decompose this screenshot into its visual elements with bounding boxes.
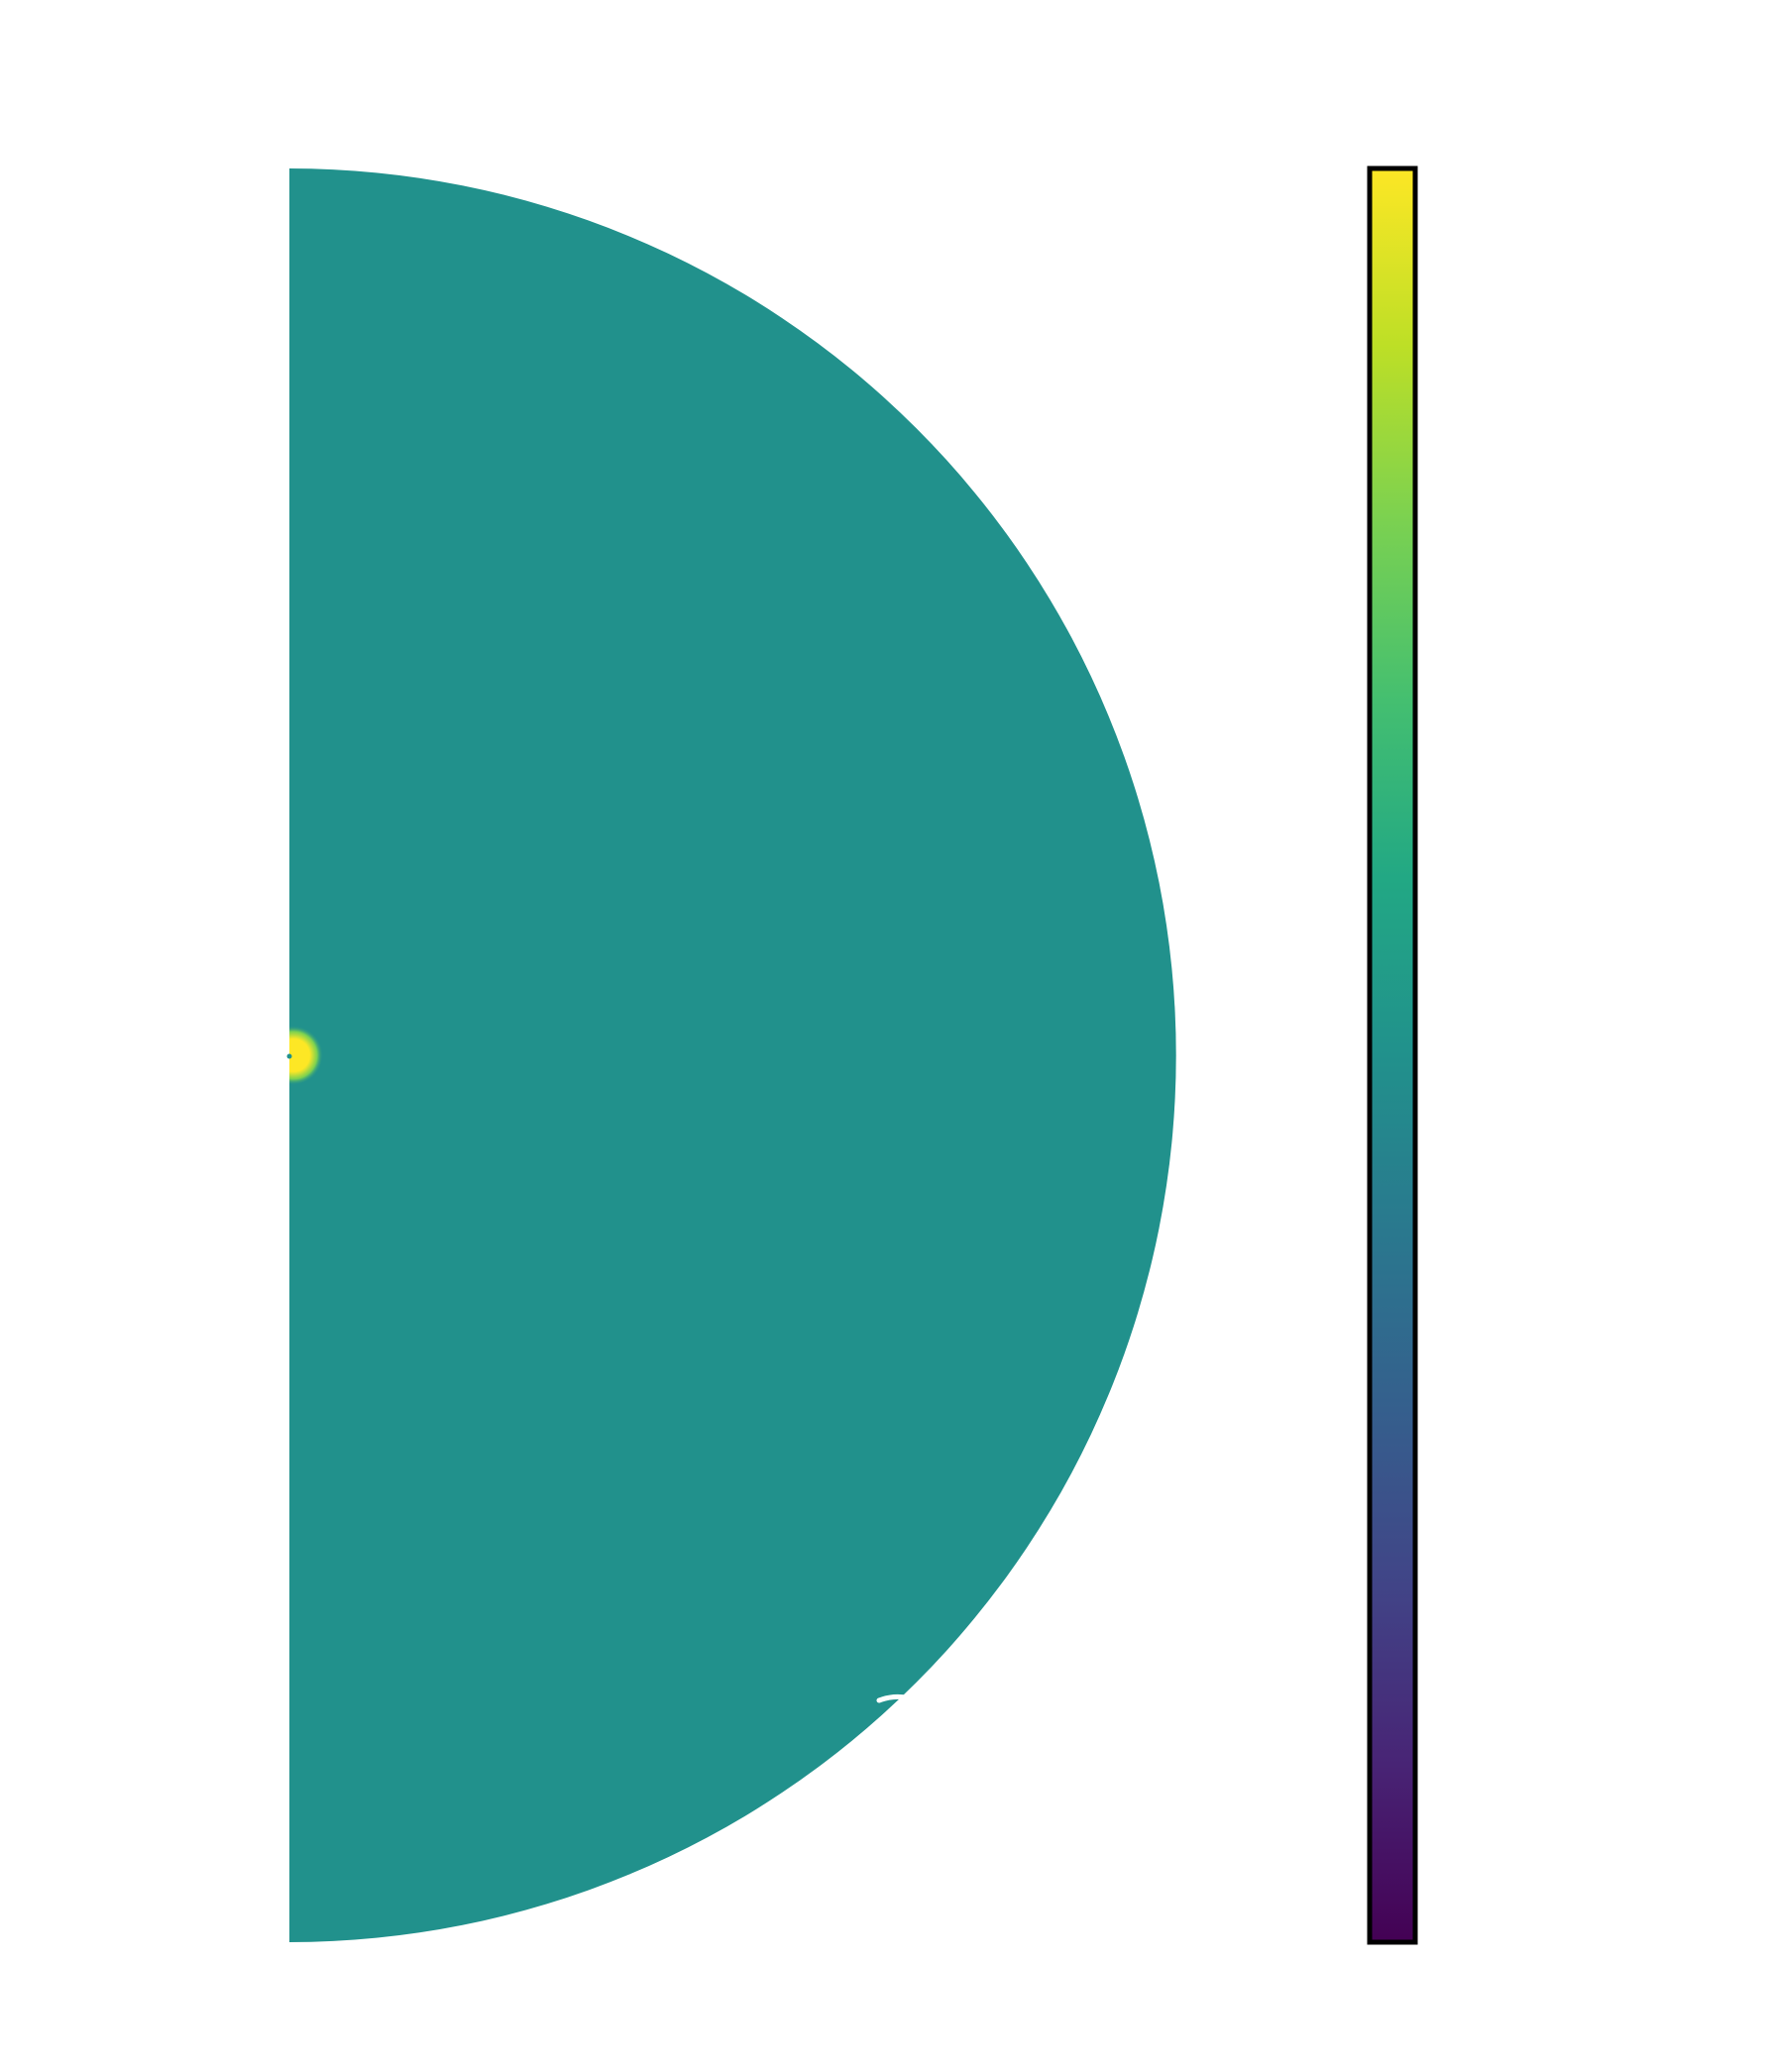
source-center-dot [286,1053,292,1059]
source-hotspot [289,1026,323,1085]
polar-field-half-disc [289,168,1176,1942]
colorbar [1367,165,1418,1945]
rim-arc-highlight [876,1693,913,1703]
